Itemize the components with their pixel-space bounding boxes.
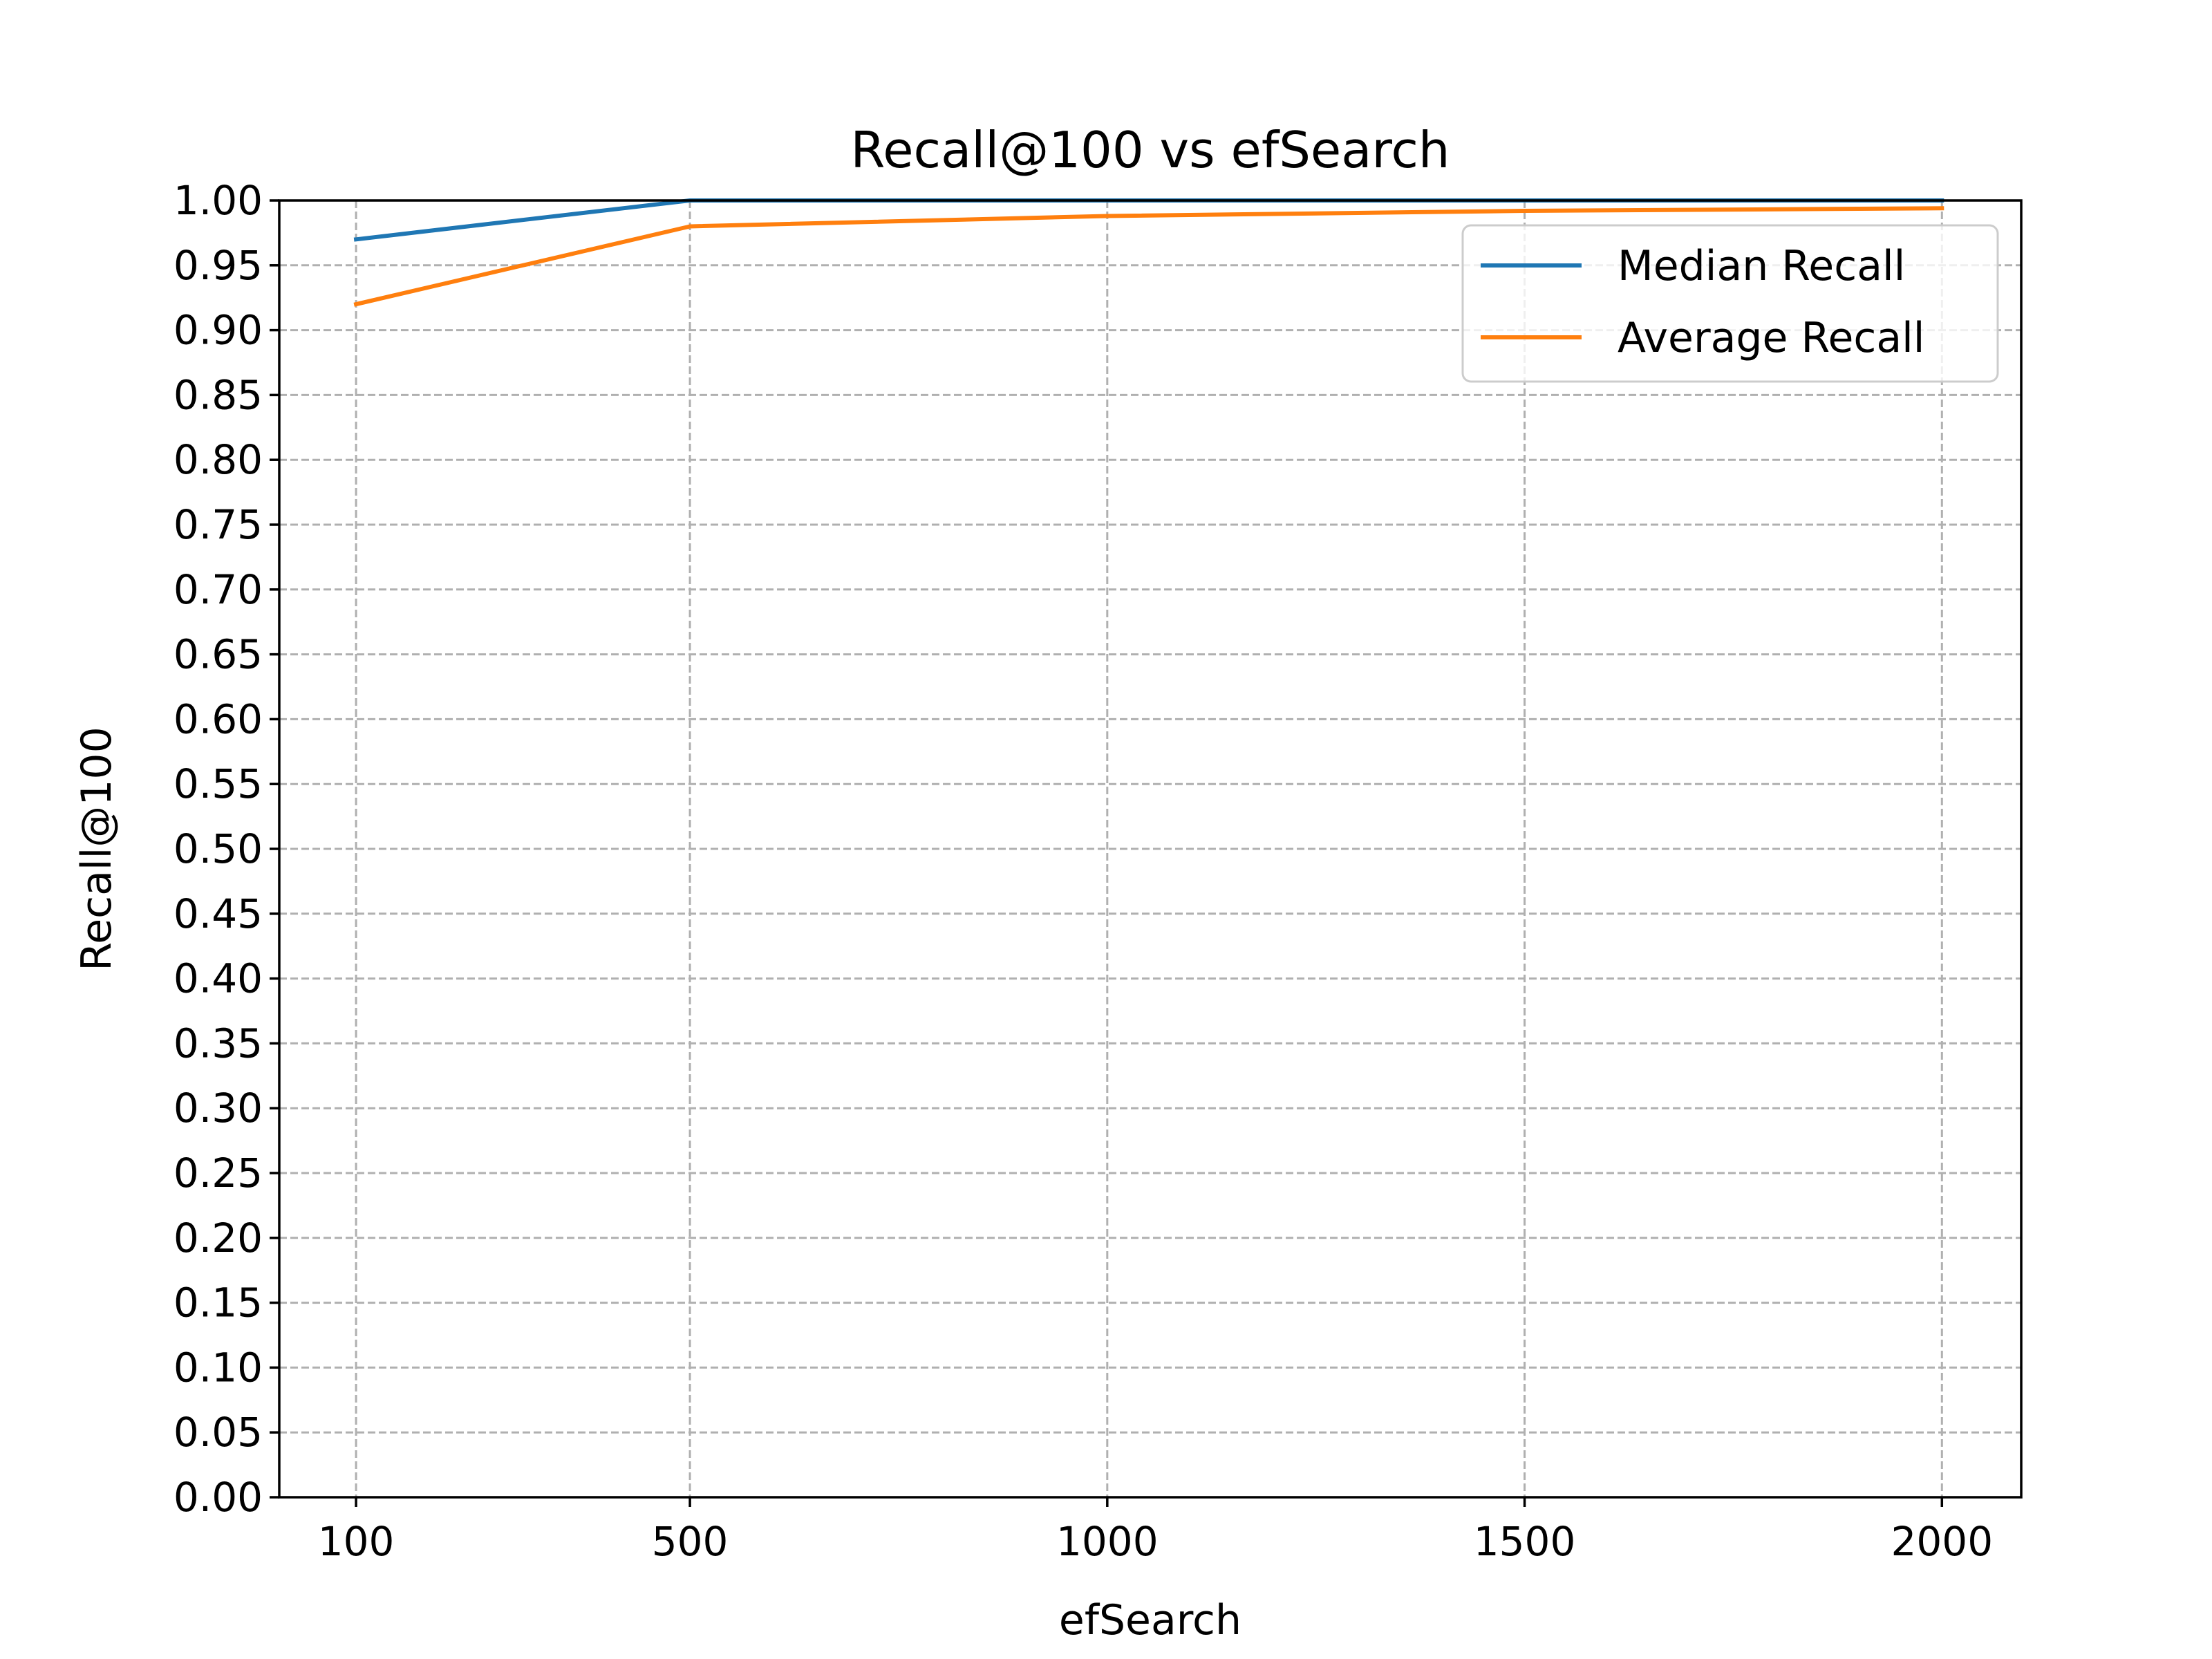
legend: Median Recall Average Recall (1461, 224, 1999, 383)
x-axis-label: efSearch (1059, 1596, 1241, 1644)
y-tick-label: 0.35 (174, 1020, 263, 1067)
y-tick-label: 0.45 (174, 890, 263, 937)
y-tick-label: 0.50 (174, 825, 263, 872)
x-tick-label: 1500 (1474, 1518, 1576, 1565)
y-tick-label: 0.25 (174, 1150, 263, 1197)
y-axis-ticks: 0.00 0.05 0.10 0.15 0.20 0.25 0.30 0.35 0.40 0.45… (174, 177, 279, 1521)
y-tick-label: 0.20 (174, 1215, 263, 1262)
y-tick-label: 0.75 (174, 501, 263, 548)
y-tick-label: 0.55 (174, 760, 263, 807)
legend-box (1461, 224, 1999, 383)
x-tick-label: 2000 (1891, 1518, 1993, 1565)
x-tick-label: 1000 (1056, 1518, 1159, 1565)
y-tick-label: 0.00 (174, 1474, 263, 1521)
legend-label-average-recall: Average Recall (1618, 314, 1924, 362)
y-tick-label: 0.65 (174, 631, 263, 678)
y-tick-label: 0.85 (174, 371, 263, 418)
y-tick-label: 0.90 (174, 307, 263, 354)
y-tick-label: 0.10 (174, 1344, 263, 1391)
y-tick-label: 0.05 (174, 1409, 263, 1456)
y-tick-label: 0.60 (174, 695, 263, 742)
legend-label-median-recall: Median Recall (1618, 242, 1905, 290)
y-tick-label: 0.15 (174, 1280, 263, 1327)
x-axis-ticks: 100 500 1000 1500 2000 (318, 1497, 1993, 1565)
x-tick-label: 100 (318, 1518, 395, 1565)
y-tick-label: 1.00 (174, 177, 263, 224)
y-tick-label: 0.95 (174, 242, 263, 289)
y-tick-label: 0.70 (174, 566, 263, 613)
chart-title: Recall@100 vs efSearch (850, 121, 1450, 179)
y-axis-label: Recall@100 (73, 727, 121, 971)
grid-lines (279, 199, 2021, 1499)
y-tick-label: 0.80 (174, 436, 263, 483)
y-tick-label: 0.30 (174, 1085, 263, 1132)
y-tick-label: 0.40 (174, 955, 263, 1002)
series-line-average-recall (353, 206, 1944, 307)
x-tick-label: 500 (652, 1518, 729, 1565)
